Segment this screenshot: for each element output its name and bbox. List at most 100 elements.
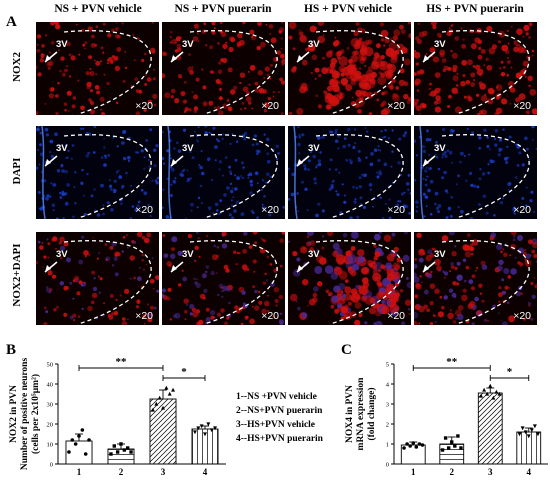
- data-point-1: [77, 434, 81, 438]
- third-ventricle-label: 3V: [56, 39, 68, 50]
- data-point-3: [494, 389, 499, 394]
- panel-letter-c: C: [341, 342, 352, 358]
- data-point-1: [411, 441, 416, 445]
- y-tick-label: 2: [386, 422, 389, 429]
- legend-item-1: 1--NS +PVN vehicle: [236, 392, 317, 402]
- data-point-2: [129, 450, 133, 454]
- data-point-1: [414, 445, 419, 449]
- data-point-2: [125, 446, 130, 450]
- magnification-label: ×20: [261, 100, 279, 112]
- data-point-4: [517, 432, 522, 437]
- legend-item-2: 2--NS+PVN puerarin: [236, 406, 323, 416]
- data-point-4: [526, 434, 531, 439]
- data-point-3: [167, 391, 172, 396]
- x-tick-label-4: 4: [527, 467, 532, 477]
- chart-legend: 1--NS +PVN vehicle 2--NS+PVN puerarin 3-…: [236, 390, 323, 446]
- column-header-ns-vehicle: NS + PVN vehicle: [54, 3, 142, 15]
- chart-nox2-positive-neurons: NOX2 in PVN Number of positive neurons (ce…: [9, 356, 226, 477]
- data-point-4: [192, 430, 197, 435]
- data-point-4: [520, 426, 525, 431]
- magnification-label: ×20: [135, 100, 153, 112]
- column-header-hs-vehicle: HS + PVN vehicle: [303, 3, 392, 15]
- column-header-hs-puerarin: HS + PVN puerarin: [426, 3, 524, 15]
- micrograph-nox2-ns-puerarin: 3V ×20: [162, 22, 285, 115]
- chart-nox4-mrna-expression: NOX4 in PVN mRNA expression (fold change) 0…: [345, 356, 548, 477]
- y-tick-label: 0: [50, 462, 53, 469]
- bar-3: [149, 398, 177, 465]
- third-ventricle-label: 3V: [308, 249, 320, 260]
- x-tick-label-2: 2: [119, 467, 124, 477]
- micrograph-merge-ns-vehicle: 3V ×20: [36, 232, 159, 325]
- y-axis-label-line-3: (cells per 2x10⁵μm²): [30, 374, 41, 454]
- third-ventricle-label: 3V: [182, 39, 194, 50]
- y-tick-label: 4: [386, 382, 390, 389]
- data-point-2: [446, 446, 451, 450]
- micrograph-merge-hs-puerarin: 3V ×20: [414, 232, 537, 325]
- data-point-1: [80, 428, 85, 432]
- micrograph-nox2-hs-vehicle: 3V ×20: [288, 22, 411, 115]
- panel-letter-b: B: [6, 342, 17, 358]
- data-point-4: [523, 430, 528, 435]
- data-point-1: [420, 443, 425, 447]
- data-point-2: [440, 448, 445, 452]
- data-point-4: [535, 432, 540, 437]
- data-point-1: [405, 442, 409, 446]
- third-ventricle-label: 3V: [182, 249, 194, 260]
- data-point-4: [199, 424, 204, 429]
- significance-label: **: [116, 356, 128, 368]
- data-point-4: [213, 426, 218, 431]
- data-point-1: [83, 452, 88, 456]
- y-tick-label: 30: [47, 402, 54, 409]
- data-point-2: [112, 444, 117, 448]
- data-point-2: [443, 436, 448, 440]
- magnification-label: ×20: [261, 310, 279, 322]
- third-ventricle-label: 3V: [308, 143, 320, 154]
- y-axis-label-line-1: NOX4 in PVN: [345, 385, 355, 443]
- magnification-label: ×20: [513, 204, 531, 216]
- x-tick-label-1: 1: [411, 467, 416, 477]
- row-label-nox2: NOX2: [11, 52, 23, 82]
- third-ventricle-label: 3V: [434, 143, 446, 154]
- row-label-nox2-dapi: NOX2+DAPI: [11, 243, 23, 307]
- data-point-4: [203, 432, 207, 437]
- significance-label: *: [507, 366, 513, 378]
- magnification-label: ×20: [387, 100, 405, 112]
- x-tick-label-2: 2: [450, 467, 455, 477]
- data-point-4: [196, 426, 201, 431]
- third-ventricle-label: 3V: [56, 143, 68, 154]
- panel-letter-a: A: [6, 14, 17, 30]
- x-tick-label-1: 1: [77, 467, 82, 477]
- y-tick-label: 50: [47, 362, 54, 369]
- x-tick-label-3: 3: [161, 467, 166, 477]
- data-point-1: [73, 442, 78, 446]
- data-point-1: [87, 438, 91, 442]
- data-point-2: [119, 442, 123, 446]
- micrograph-dapi-ns-puerarin: 3V ×20: [162, 126, 285, 219]
- data-point-2: [456, 434, 460, 438]
- data-point-3: [171, 387, 176, 392]
- y-tick-label: 3: [386, 402, 389, 409]
- data-point-1: [70, 438, 75, 442]
- y-tick-label: 20: [47, 422, 54, 429]
- data-point-2: [459, 446, 463, 450]
- magnification-label: ×20: [387, 204, 405, 216]
- legend-item-3: 3--HS+PVN vehicle: [236, 420, 316, 430]
- data-point-1: [402, 446, 406, 450]
- third-ventricle-label: 3V: [434, 249, 446, 260]
- micrograph-dapi-ns-vehicle: 3V ×20: [36, 126, 159, 219]
- data-point-3: [488, 383, 493, 388]
- data-point-3: [154, 401, 159, 406]
- magnification-label: ×20: [513, 310, 531, 322]
- data-point-3: [491, 395, 496, 400]
- y-axis-label-line-2: Number of positive neurons: [20, 358, 30, 471]
- data-point-1: [408, 444, 412, 448]
- y-axis-label-line-1: NOX2 in PVN: [9, 385, 19, 443]
- y-tick-label: 40: [47, 382, 54, 389]
- magnification-label: ×20: [135, 204, 153, 216]
- micrograph-merge-ns-puerarin: 3V ×20: [162, 232, 285, 325]
- data-point-2: [109, 452, 113, 456]
- third-ventricle-label: 3V: [182, 143, 194, 154]
- y-axis-label-line-3: (fold change): [366, 387, 377, 440]
- data-point-2: [453, 444, 457, 448]
- y-tick-label: 10: [47, 442, 54, 449]
